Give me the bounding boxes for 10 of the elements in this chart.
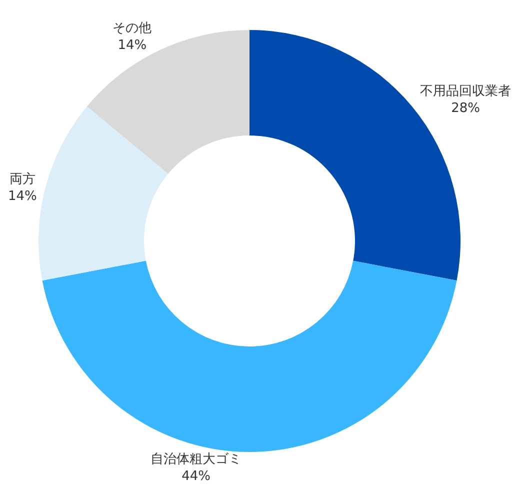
slice-label: 両方 — [9, 171, 36, 188]
data-label: 14% — [118, 38, 147, 53]
data-label: 14% — [8, 188, 37, 204]
data-label: 44% — [182, 468, 210, 484]
donut-slice — [38, 106, 168, 281]
slice-label: その他 — [112, 21, 152, 36]
data-label: 28% — [451, 100, 480, 116]
donut-slice — [42, 260, 457, 452]
slice-label: 不用品回収業者 — [420, 84, 512, 100]
slice-label: 自治体粗大ゴミ — [150, 452, 242, 467]
